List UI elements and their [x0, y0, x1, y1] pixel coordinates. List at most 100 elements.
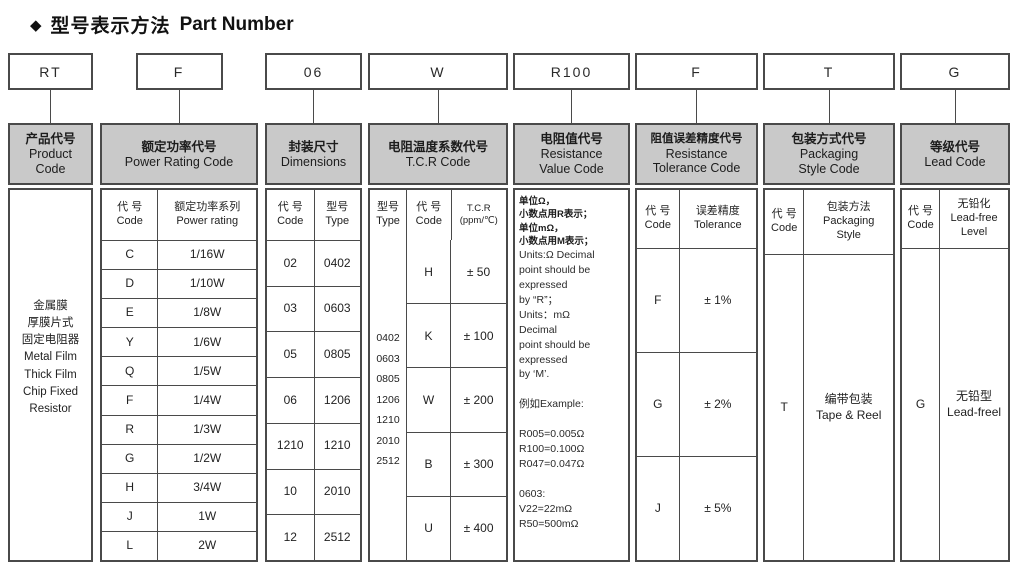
part-code-box-tolerance: F — [635, 53, 758, 90]
value-cell: 1/4W — [157, 386, 256, 415]
code-cell: B — [407, 432, 452, 496]
code-cell: U — [407, 496, 452, 561]
column-product-code: RT 产品代号 Product Code 金属膜 厚膜片式 固定电阻器 Meta… — [8, 53, 93, 562]
column-dimensions: 06 封装尺寸 Dimensions 代 号 Code 型号 Type 02 04… — [265, 53, 362, 562]
power-rating-table: 代 号 Code 额定功率系列 Power rating C 1/16W D 1/1… — [100, 188, 258, 562]
header-en: Resistance Tolerance Code — [652, 146, 741, 176]
diamond-icon: ◆ — [30, 16, 42, 34]
type-cell: 0603 — [313, 286, 361, 332]
part-code-box-dimensions: 06 — [265, 53, 362, 90]
code-cell: H — [407, 240, 452, 304]
code-cell: G — [915, 396, 926, 411]
connector-line — [50, 90, 51, 123]
col-header-type: 型号 Type — [376, 201, 400, 227]
code-cell: H — [125, 480, 135, 494]
header-en: Power Rating Code — [124, 154, 234, 169]
table-row: K ± 100 — [407, 303, 506, 368]
code-cell: 03 — [283, 301, 297, 316]
part-code-box-packaging: T — [763, 53, 895, 90]
table-row: H ± 50 — [407, 240, 506, 304]
tcr-table-body: 0402 0603 0805 1206 1210 2010 2512 H ± 50… — [370, 240, 506, 561]
part-code-box-power: F — [135, 53, 223, 90]
code-cell: F — [126, 392, 134, 407]
value-cell: 1/5W — [157, 357, 256, 386]
table-row: F 1/4W — [102, 385, 256, 415]
table-row: 02 0402 — [267, 240, 360, 286]
connector-line — [954, 90, 956, 123]
page-title: ◆ 型号表示方法 Part Number — [30, 11, 294, 38]
table-row: G ± 2% — [637, 352, 756, 456]
code-cell: E — [125, 305, 134, 320]
code-cell: 10 — [283, 484, 297, 499]
code-cell: G — [125, 450, 135, 465]
code-cell: T — [780, 399, 788, 414]
code-cell: R — [125, 421, 135, 436]
code-cell: 06 — [283, 392, 297, 407]
code-cell: G — [653, 396, 663, 411]
type-cell: 2512 — [313, 515, 361, 561]
header-dimensions: 封装尺寸 Dimensions — [265, 123, 362, 185]
page-title-cn: 型号表示方法 — [50, 16, 171, 37]
table-row: 10 2010 — [267, 468, 360, 515]
value-cell: ± 100 — [463, 328, 494, 343]
table-row: F ± 1% — [637, 248, 756, 352]
header-resistance-value: 电阻值代号 Resistance Value Code — [513, 123, 630, 185]
column-resistance-value: R100 电阻值代号 Resistance Value Code 单位Ω， 小数… — [513, 53, 630, 562]
code-cell: 12 — [283, 529, 297, 544]
column-power-rating: F 额定功率代号 Power Rating Code 代 号 Code 额定功率… — [100, 53, 258, 562]
col-header-code: 代 号 Code — [907, 205, 934, 231]
header-en: Product Code — [28, 147, 73, 177]
value-cell: 1W — [157, 502, 256, 531]
table-row: C 1/16W — [102, 240, 256, 270]
value-cell: 1/16W — [157, 241, 256, 270]
code-cell: Y — [125, 334, 134, 349]
type-cell: 1206 — [313, 378, 361, 423]
page-title-en: Part Number — [179, 13, 294, 35]
header-cn: 额定功率代号 — [141, 139, 217, 154]
table-subheader: 代 号 Code 型号 Type — [267, 190, 360, 240]
type-list: 0402 0603 0805 1206 1210 2010 2512 — [370, 240, 408, 560]
table-row: L 2W — [102, 530, 256, 561]
table-subheader: 代 号 Code 额定功率系列 Power rating — [102, 190, 256, 240]
table-row: T 编带包装 Tape & Reel — [765, 254, 893, 560]
col-header-code: 代 号 Code — [771, 208, 798, 234]
code-cell: F — [654, 292, 662, 307]
dimensions-table: 代 号 Code 型号 Type 02 0402 03 0603 05 0805 06… — [265, 188, 362, 562]
table-row: Q 1/5W — [102, 356, 256, 386]
type-cell: 1210 — [313, 423, 361, 469]
value-cell: ± 300 — [463, 457, 494, 472]
header-tolerance: 阻值误差精度代号 Resistance Tolerance Code — [635, 123, 758, 185]
code-cell: K — [407, 304, 452, 368]
table-row: W ± 200 — [407, 367, 506, 432]
table-row: J 1W — [102, 501, 256, 531]
part-code-box-tcr: W — [368, 53, 508, 90]
code-cell: J — [126, 509, 133, 524]
col-header-style: 包装方法 Packaging Style — [803, 190, 893, 254]
value-cell: ± 5% — [678, 457, 756, 560]
connector-line — [696, 90, 697, 123]
connector-line — [571, 90, 572, 123]
code-cell: Q — [125, 363, 135, 378]
value-cell: ± 400 — [463, 521, 494, 536]
connector-line — [437, 90, 439, 123]
code-cell: 05 — [283, 347, 297, 361]
header-en: Resistance Value Code — [539, 147, 604, 177]
part-code-box-lead: G — [900, 53, 1010, 90]
header-cn: 电阻温度系数代号 — [387, 139, 488, 154]
header-cn: 包装方式代号 — [791, 132, 867, 147]
table-row: 06 1206 — [267, 377, 360, 423]
table-subheader: 代 号 Code 误差精度 Tolerance — [637, 190, 756, 248]
table-row: Y 1/6W — [102, 327, 256, 357]
value-cell: 1/3W — [157, 415, 256, 444]
code-cell: D — [125, 276, 135, 291]
column-packaging: T 包装方式代号 Packaging Style Code 代 号 Code 包… — [763, 53, 895, 562]
header-en: Packaging Style Code — [798, 147, 860, 177]
lead-table: 代 号 Code 无铅化 Lead-free Level G 无铅型 Lead-… — [900, 188, 1010, 562]
header-en: Lead Code — [924, 154, 986, 169]
header-cn: 封装尺寸 — [288, 139, 339, 154]
table-row: H 3/4W — [102, 472, 256, 502]
table-subheader: 代 号 Code 无铅化 Lead-free Level — [902, 190, 1008, 248]
code-cell: 02 — [283, 255, 297, 270]
header-lead: 等级代号 Lead Code — [900, 123, 1010, 185]
header-product-code: 产品代号 Product Code — [8, 123, 93, 185]
